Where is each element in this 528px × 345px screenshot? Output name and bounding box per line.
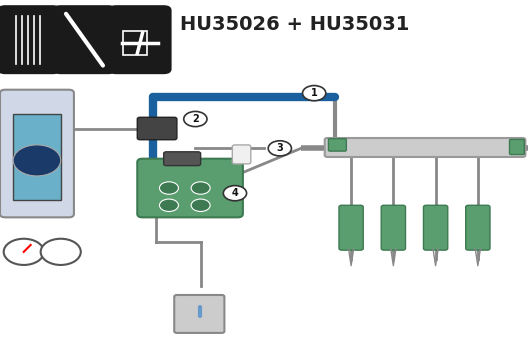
FancyBboxPatch shape <box>339 205 363 250</box>
Circle shape <box>303 86 326 101</box>
Circle shape <box>41 239 81 265</box>
FancyBboxPatch shape <box>137 159 243 217</box>
FancyBboxPatch shape <box>174 295 224 333</box>
Text: 2: 2 <box>192 114 199 124</box>
Circle shape <box>191 199 210 211</box>
Text: 3: 3 <box>277 144 283 153</box>
Text: HU35026 + HU35031: HU35026 + HU35031 <box>180 14 409 34</box>
FancyBboxPatch shape <box>164 152 201 166</box>
Circle shape <box>13 145 61 176</box>
FancyBboxPatch shape <box>328 139 346 151</box>
Circle shape <box>191 182 210 194</box>
FancyBboxPatch shape <box>466 205 490 250</box>
Circle shape <box>4 239 44 265</box>
Text: 4: 4 <box>232 188 238 198</box>
Circle shape <box>159 199 178 211</box>
Circle shape <box>223 186 247 201</box>
Circle shape <box>184 111 207 127</box>
FancyBboxPatch shape <box>423 205 448 250</box>
FancyBboxPatch shape <box>510 139 524 155</box>
FancyBboxPatch shape <box>232 145 251 164</box>
FancyBboxPatch shape <box>381 205 406 250</box>
Circle shape <box>159 182 178 194</box>
FancyBboxPatch shape <box>325 138 525 157</box>
FancyBboxPatch shape <box>13 114 61 200</box>
FancyBboxPatch shape <box>0 90 74 217</box>
Circle shape <box>268 141 291 156</box>
FancyBboxPatch shape <box>0 5 61 74</box>
Text: 1: 1 <box>311 88 317 98</box>
FancyBboxPatch shape <box>53 5 116 74</box>
FancyBboxPatch shape <box>108 5 172 74</box>
FancyBboxPatch shape <box>137 117 177 140</box>
